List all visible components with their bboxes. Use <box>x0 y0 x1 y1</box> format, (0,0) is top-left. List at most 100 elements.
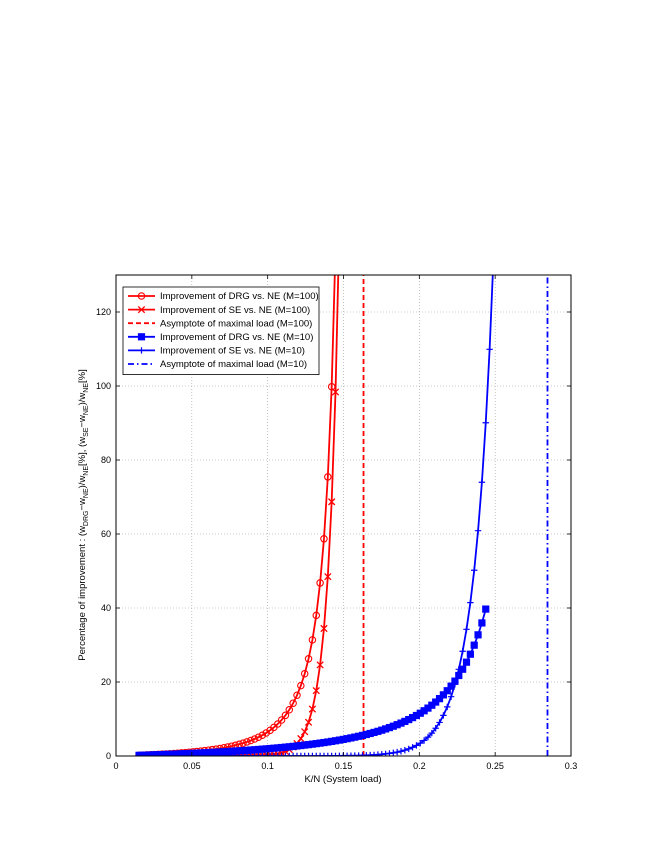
data-point <box>266 752 274 756</box>
data-point <box>270 752 278 756</box>
data-point <box>251 752 258 756</box>
x-tick-label: 0.2 <box>413 761 426 771</box>
data-point <box>478 479 486 486</box>
data-point <box>409 744 416 751</box>
data-point <box>255 752 262 756</box>
data-point <box>320 624 328 633</box>
data-point <box>243 738 251 746</box>
data-point <box>463 626 470 633</box>
data-point <box>435 695 444 703</box>
data-point <box>320 535 328 543</box>
data-point <box>316 661 324 669</box>
data-point <box>197 752 204 756</box>
legend-entry: Improvement of DRG vs. NE (M=100) <box>128 291 319 302</box>
legend-label: Improvement of SE vs. NE (M=10) <box>160 346 305 357</box>
data-point <box>293 691 301 700</box>
data-point <box>174 752 181 756</box>
x-tick-label: 0.05 <box>183 761 201 771</box>
data-point <box>467 599 474 606</box>
data-point <box>212 752 220 756</box>
data-point <box>420 737 428 744</box>
data-point <box>397 748 405 755</box>
data-point <box>250 735 259 743</box>
data-point <box>405 745 412 753</box>
data-point <box>304 718 313 726</box>
data-point <box>328 498 336 506</box>
data-point <box>474 631 482 639</box>
data-point <box>443 687 451 695</box>
data-point <box>304 655 313 663</box>
legend-label: Asymptote of maximal load (M=10) <box>160 359 307 370</box>
data-point <box>482 419 489 426</box>
data-point <box>228 752 235 756</box>
data-point <box>436 719 443 726</box>
data-point <box>401 746 409 754</box>
data-point <box>143 752 150 756</box>
data-point <box>470 641 478 649</box>
data-point <box>220 752 228 756</box>
data-point <box>259 752 266 756</box>
data-point <box>285 706 294 714</box>
x-tick-label: 0 <box>113 761 118 771</box>
data-point <box>432 725 439 732</box>
data-point <box>155 752 162 756</box>
data-point <box>135 752 143 756</box>
data-point <box>471 567 478 574</box>
legend-entry: Improvement of SE vs. NE (M=100) <box>128 305 310 316</box>
data-point <box>455 666 462 673</box>
data-point <box>273 720 282 728</box>
legend-label: Improvement of DRG vs. NE (M=100) <box>160 291 319 302</box>
x-tick-label: 0.15 <box>335 761 353 771</box>
axis-ticks: 0 0.05 0.1 0.15 0.2 0.25 0.3 0 20 40 60 80 100 120 <box>96 275 577 771</box>
data-point <box>439 691 447 699</box>
y-tick-label: 0 <box>106 751 111 761</box>
data-point <box>147 752 154 756</box>
data-point <box>236 752 243 756</box>
y-tick-label: 100 <box>96 381 111 391</box>
data-point <box>277 716 286 724</box>
data-point <box>254 733 263 741</box>
y-axis-label: Percentage of improvement : (wDRG−wNE)/w… <box>77 369 90 660</box>
data-point <box>185 752 193 756</box>
data-point <box>170 752 177 756</box>
series-group <box>135 275 549 756</box>
data-point <box>474 527 482 534</box>
data-point <box>281 711 290 720</box>
data-point <box>444 703 451 711</box>
data-point <box>413 742 420 749</box>
data-point <box>462 658 471 666</box>
legend-box <box>122 286 320 375</box>
data-point <box>193 752 201 756</box>
data-point <box>239 739 247 747</box>
data-point <box>262 752 270 756</box>
data-point <box>297 681 305 690</box>
data-point <box>478 619 486 627</box>
data-point <box>451 681 459 688</box>
x-tick-label: 0.1 <box>261 761 274 771</box>
legend-entry: Asymptote of maximal load (M=100) <box>128 318 312 329</box>
data-point <box>224 752 231 756</box>
data-point <box>482 605 490 613</box>
data-point <box>324 572 332 581</box>
y-tick-label: 120 <box>96 307 111 317</box>
data-point <box>182 752 189 756</box>
data-point <box>301 728 309 736</box>
data-point <box>262 729 270 737</box>
data-point <box>178 752 185 756</box>
legend-label: Improvement of DRG vs. NE (M=10) <box>160 332 313 343</box>
y-tick-label: 60 <box>101 529 111 539</box>
x-tick-label: 0.25 <box>486 761 504 771</box>
data-point <box>201 752 208 756</box>
data-point <box>459 648 466 655</box>
data-point <box>162 752 170 756</box>
data-point <box>258 731 267 739</box>
data-point <box>137 292 146 300</box>
data-point <box>428 729 436 737</box>
data-point <box>324 473 332 481</box>
data-point <box>166 752 174 756</box>
legend-label: Asymptote of maximal load (M=100) <box>160 318 312 329</box>
data-point <box>424 733 432 741</box>
y-tick-label: 20 <box>101 677 111 687</box>
data-point <box>316 579 324 587</box>
